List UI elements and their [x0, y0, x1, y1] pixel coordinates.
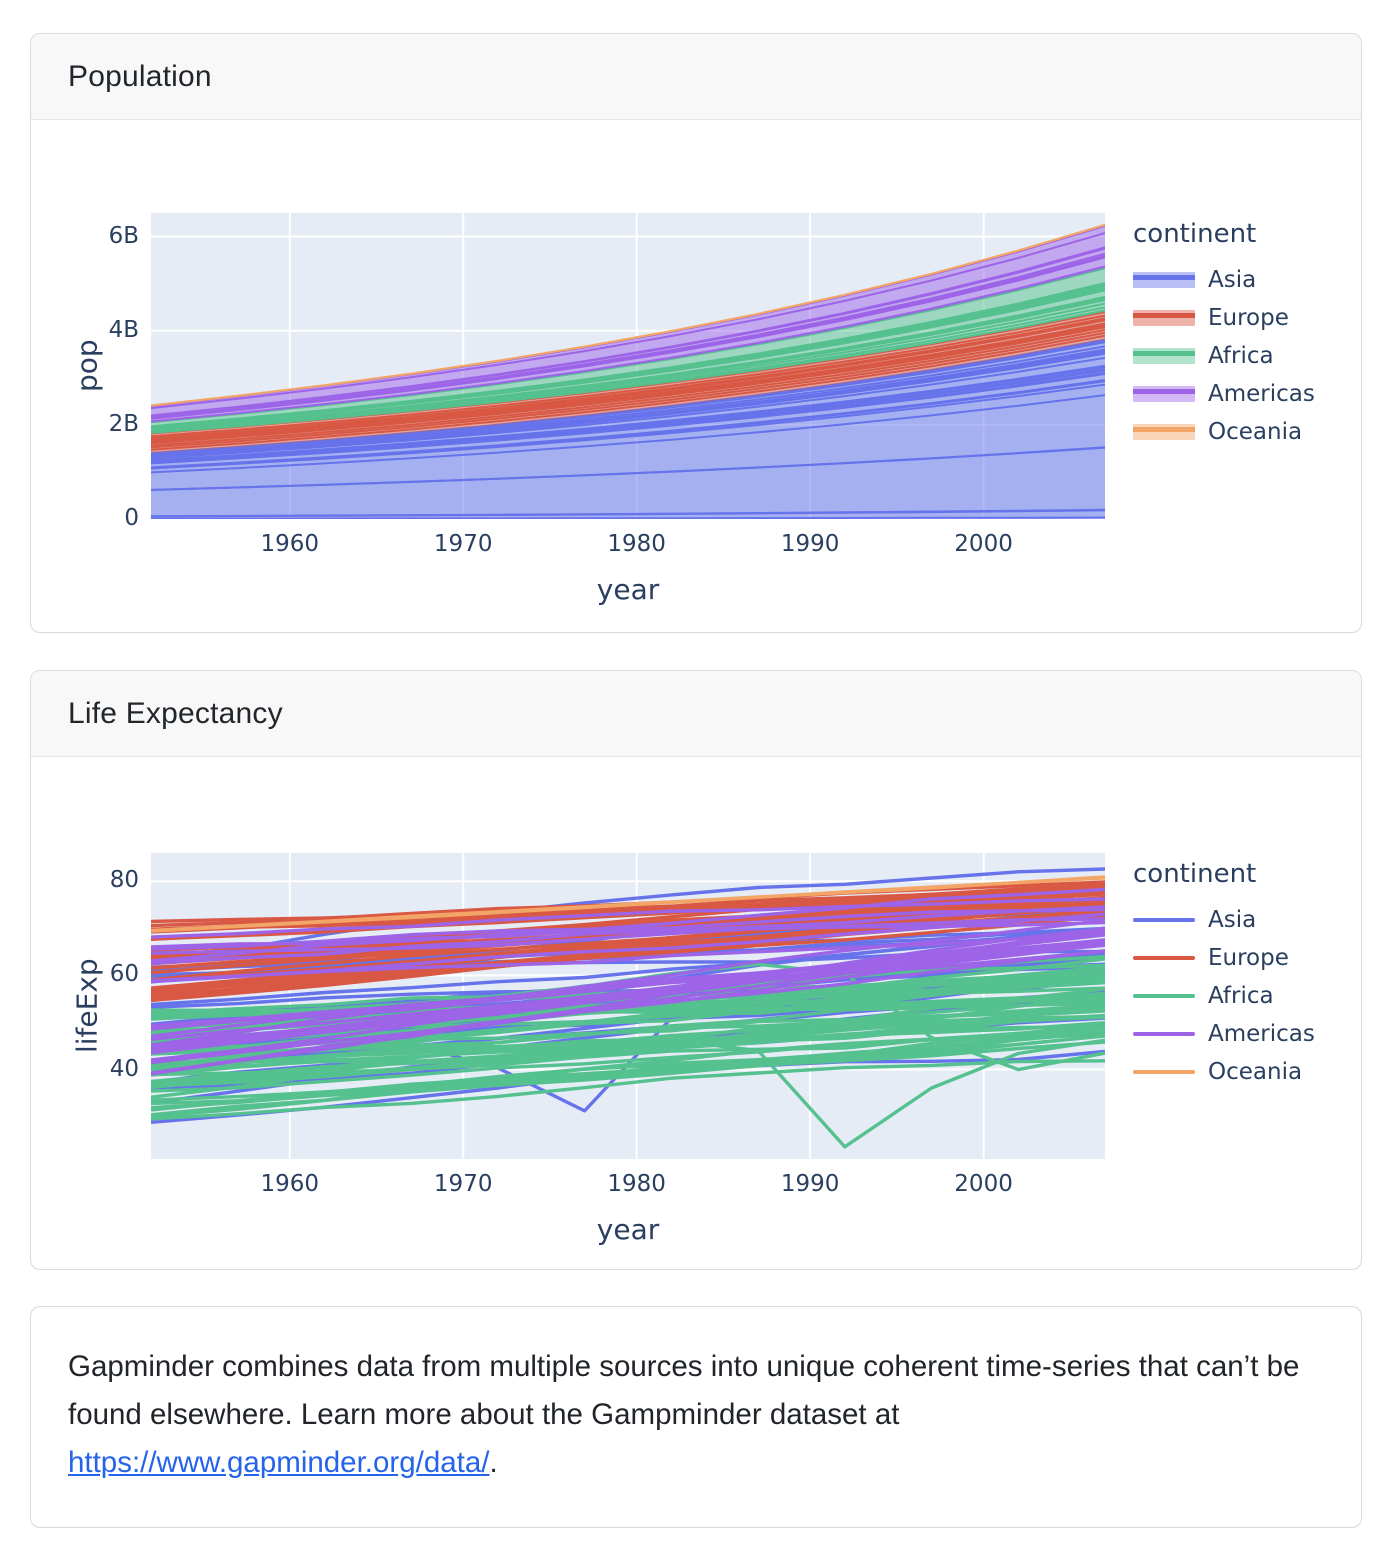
legend-label: Europe [1208, 305, 1289, 331]
legend-title: continent [1133, 219, 1257, 249]
line-swatch-icon [1133, 994, 1195, 998]
x-tick-label: 1960 [260, 1171, 320, 1197]
x-tick-label: 2000 [954, 531, 1013, 557]
y-tick-label: 40 [109, 1055, 139, 1082]
legend-item-asia[interactable]: Asia [1133, 901, 1315, 939]
x-tick-label: 1970 [433, 1171, 493, 1197]
legend-label: Asia [1208, 907, 1257, 933]
legend-item-africa[interactable]: Africa [1133, 977, 1315, 1015]
gapminder-link[interactable]: https://www.gapminder.org/data/ [68, 1445, 490, 1479]
legend-item-europe[interactable]: Europe [1133, 299, 1315, 337]
x-axis-title: year [596, 573, 660, 606]
area-swatch-icon [1133, 424, 1195, 440]
line-swatch-icon [1133, 1032, 1195, 1036]
population-card-header: Population [31, 34, 1361, 120]
y-tick-label: 4B [108, 316, 139, 343]
life-expectancy-card: Life Expectancy 40 60 80 1960 1970 1980 1990 20… [30, 670, 1362, 1270]
y-axis-title: pop [70, 339, 104, 393]
y-tick-label: 0 [124, 505, 139, 531]
legend: continent Asia Europe Africa Americas Oceania [1133, 219, 1315, 451]
y-tick-label: 2B [108, 410, 139, 437]
x-axis-title: year [596, 1213, 660, 1246]
y-tick-label: 6B [108, 222, 139, 249]
legend-item-oceania[interactable]: Oceania [1133, 413, 1315, 451]
population-card: Population 0 2B 4B 6B 1960 1970 1980 1990 2000 po… [30, 33, 1362, 633]
info-text-before-link: Gapminder combines data from multiple so… [68, 1350, 1300, 1431]
y-tick-label: 80 [109, 867, 139, 894]
line-swatch-icon [1133, 956, 1195, 960]
population-chart[interactable]: 0 2B 4B 6B 1960 1970 1980 1990 2000 pop year contin… [31, 120, 1361, 632]
legend-label: Europe [1208, 945, 1289, 971]
legend: continent Asia Europe Africa Americas Oceania [1133, 859, 1315, 1091]
info-text: Gapminder combines data from multiple so… [31, 1307, 1361, 1522]
life-expectancy-card-title: Life Expectancy [68, 696, 283, 730]
x-tick-label: 1970 [433, 531, 493, 557]
area-swatch-icon [1133, 348, 1195, 364]
x-tick-label: 1980 [607, 1171, 666, 1197]
lifeExp-plot-area[interactable] [151, 853, 1105, 1159]
x-tick-label: 1960 [260, 531, 320, 557]
legend-item-africa[interactable]: Africa [1133, 337, 1315, 375]
area-swatch-line [1133, 313, 1195, 318]
line-japan [151, 867, 1105, 963]
line-swatch-icon [1133, 1070, 1195, 1074]
area-swatch-line [1133, 389, 1195, 394]
area-swatch-icon [1133, 310, 1195, 326]
line-swatch-icon [1133, 918, 1195, 922]
legend-label: Oceania [1208, 419, 1303, 445]
legend-item-europe[interactable]: Europe [1133, 939, 1315, 977]
legend-label: Americas [1208, 381, 1315, 407]
area-swatch-line [1133, 427, 1195, 432]
legend-label: Africa [1208, 983, 1274, 1009]
x-tick-label: 1990 [780, 531, 840, 557]
legend-label: Asia [1208, 267, 1257, 293]
x-tick-label: 1990 [780, 1171, 840, 1197]
line-rwanda [151, 1038, 1105, 1149]
legend-label: Oceania [1208, 1059, 1303, 1085]
legend-item-americas[interactable]: Americas [1133, 1015, 1315, 1053]
legend-label: Africa [1208, 343, 1274, 369]
legend-label: Americas [1208, 1021, 1315, 1047]
info-card: Gapminder combines data from multiple so… [30, 1306, 1362, 1528]
legend-item-asia[interactable]: Asia [1133, 261, 1315, 299]
area-swatch-line [1133, 275, 1195, 280]
y-axis-title: lifeExp [70, 958, 104, 1054]
population-card-title: Population [68, 59, 212, 93]
area-swatch-icon [1133, 272, 1195, 288]
legend-item-americas[interactable]: Americas [1133, 375, 1315, 413]
x-tick-label: 1980 [607, 531, 666, 557]
area-swatch-icon [1133, 386, 1195, 402]
info-text-after-link: . [489, 1445, 498, 1479]
life-expectancy-chart[interactable]: 40 60 80 1960 1970 1980 1990 2000 lifeExp year con… [31, 757, 1361, 1269]
pop-plot-area[interactable] [151, 213, 1105, 519]
legend-item-oceania[interactable]: Oceania [1133, 1053, 1315, 1091]
x-tick-label: 2000 [954, 1171, 1013, 1197]
area-swatch-line [1133, 351, 1195, 356]
life-expectancy-card-header: Life Expectancy [31, 671, 1361, 757]
legend-title: continent [1133, 859, 1257, 889]
y-tick-label: 60 [109, 961, 139, 988]
